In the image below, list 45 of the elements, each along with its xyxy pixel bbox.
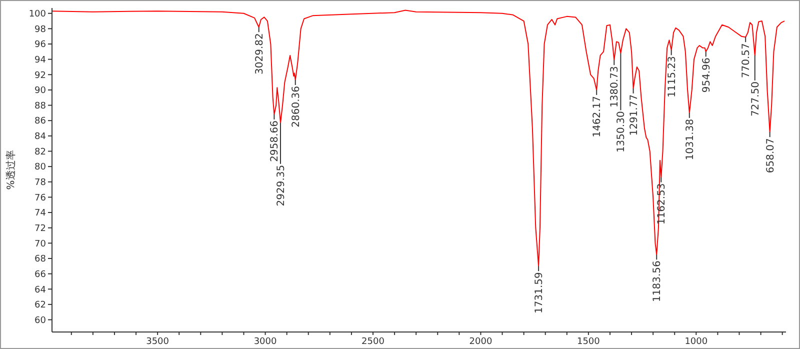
y-tick-label: 76 [34, 193, 46, 204]
y-tick-label: 88 [34, 101, 46, 112]
y-tick-label: 60 [34, 316, 46, 326]
x-tick-label: 1500 [576, 337, 600, 347]
y-tick-label: 62 [34, 300, 46, 311]
annotation: 1183.56 [652, 260, 664, 302]
annotation: 1162.53 [656, 183, 668, 225]
y-tick-label: 80 [34, 162, 46, 173]
y-tick-label: 96 [34, 40, 46, 50]
annotation: 1115.23 [666, 56, 678, 98]
annotation: 2958.66 [270, 120, 281, 162]
y-tick-label: 64 [34, 285, 46, 296]
annotation: 658.07 [765, 138, 776, 174]
annotation: 1462.17 [592, 96, 604, 138]
x-tick-label: 3000 [254, 337, 278, 347]
annotation: 2860.36 [290, 86, 302, 128]
annotation: 2929.35 [276, 164, 288, 206]
annotation: 1291.77 [628, 94, 640, 136]
annotation: 770.57 [741, 43, 752, 78]
y-tick-label: 90 [34, 86, 46, 96]
annotation: 1031.38 [684, 118, 696, 160]
y-tick-label: 100 [28, 10, 46, 20]
annotation: 1380.73 [610, 66, 621, 108]
annotation: 1350.30 [616, 111, 628, 153]
y-tick-label: 78 [34, 178, 46, 188]
annotation: 954.96 [701, 58, 712, 93]
y-tick-label: 74 [34, 208, 46, 219]
y-tick-label: 72 [34, 224, 46, 234]
x-tick-label: 1000 [684, 337, 708, 347]
y-axis-title: %透过率 [5, 150, 17, 190]
x-tick-label: 2500 [362, 337, 385, 347]
y-tick-label: 98 [34, 24, 46, 35]
y-tick-label: 92 [34, 70, 46, 81]
annotation: 1731.59 [534, 272, 546, 314]
x-tick-label: 2000 [469, 337, 492, 347]
annotation: 727.50 [750, 81, 762, 116]
y-tick-label: 66 [34, 270, 46, 280]
y-tick-label: 68 [34, 254, 46, 265]
annotation: 3029.82 [254, 33, 266, 75]
y-tick-label: 86 [34, 116, 46, 127]
y-tick-label: 82 [34, 147, 46, 158]
x-tick-label: 3500 [146, 337, 170, 347]
y-tick-label: 84 [34, 132, 46, 142]
y-tick-label: 94 [34, 55, 46, 66]
y-tick-label: 70 [34, 239, 46, 250]
